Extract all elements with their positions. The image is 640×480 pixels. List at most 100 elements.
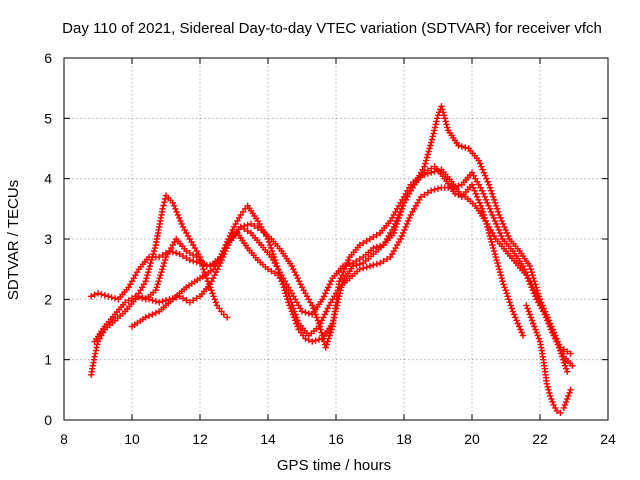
data-point-fill — [210, 260, 217, 268]
data-point-fill — [173, 249, 180, 257]
data-point-fill — [229, 226, 236, 234]
data-point-fill — [424, 170, 431, 177]
data-point-fill — [391, 220, 399, 228]
data-point-fill — [476, 160, 484, 167]
data-point-fill — [151, 244, 159, 252]
data-point-fill — [291, 308, 298, 315]
data-point — [142, 278, 149, 285]
data-point-fill — [421, 171, 428, 178]
y-tick-label: 4 — [44, 171, 52, 187]
data-point-fill — [424, 189, 431, 196]
data-point-fill — [149, 311, 156, 318]
data-point-fill — [169, 295, 176, 302]
data-point-fill — [503, 229, 511, 237]
data-point-fill — [426, 145, 433, 152]
data-point — [122, 299, 129, 306]
axis-ticks — [63, 57, 609, 421]
data-point-fill — [320, 314, 327, 321]
data-point-fill — [143, 275, 150, 282]
data-point-fill — [305, 310, 312, 317]
data-point-fill — [101, 292, 108, 299]
data-point-fill — [327, 278, 335, 285]
data-point-fill — [221, 250, 228, 258]
data-point-fill — [471, 187, 478, 194]
data-point — [105, 293, 112, 300]
data-point-fill — [513, 317, 520, 324]
data-point-fill — [405, 217, 412, 225]
data-point-fill — [439, 106, 446, 113]
data-point-fill — [485, 226, 492, 234]
data-point — [186, 299, 193, 306]
data-point-fill — [177, 217, 184, 225]
data-point-fill — [149, 297, 156, 304]
data-point-fill — [394, 214, 401, 222]
data-point-fill — [421, 191, 428, 198]
data-point-fill — [147, 259, 154, 267]
data-point-fill — [251, 222, 258, 230]
data-point-fill — [536, 299, 543, 306]
data-point-fill — [483, 220, 490, 228]
data-point — [176, 293, 183, 300]
data-point-fill — [208, 278, 215, 285]
data-point-fill — [496, 269, 504, 276]
data-point-fill — [321, 311, 328, 318]
data-point-fill — [494, 259, 501, 267]
data-point-fill — [491, 250, 499, 258]
data-point-fill — [488, 190, 496, 197]
data-point-fill — [434, 115, 441, 122]
data-point — [156, 253, 163, 261]
data-point-fill — [532, 326, 539, 333]
data-point-fill — [505, 296, 512, 303]
data-point-fill — [535, 296, 542, 303]
data-point-fill — [219, 253, 227, 261]
data-point-fill — [439, 109, 447, 116]
data-point — [166, 296, 173, 303]
data-point — [356, 266, 363, 273]
data-point-fill — [495, 226, 502, 234]
data-point-fill — [431, 127, 438, 134]
data-point — [366, 235, 374, 243]
data-point-fill — [226, 238, 233, 246]
data-point-fill — [510, 311, 518, 318]
data-point-fill — [506, 299, 513, 306]
y-tick-label: 2 — [44, 291, 52, 307]
data-point-fill — [212, 299, 220, 306]
data-point — [567, 350, 574, 357]
data-point-fill — [501, 223, 508, 231]
data-point-fill — [491, 199, 499, 206]
data-point-fill — [470, 184, 477, 191]
data-point-fill — [462, 144, 469, 151]
data-point-fill — [473, 193, 481, 200]
data-point — [336, 278, 343, 285]
data-point-fill — [152, 298, 159, 305]
data-point-fill — [323, 308, 330, 315]
data-point — [434, 112, 442, 119]
data-point-fill — [266, 241, 274, 249]
data-point-fill — [274, 262, 281, 270]
data-point-fill — [268, 247, 276, 255]
data-point-fill — [486, 205, 494, 212]
data-point — [499, 278, 506, 285]
data-point-fill — [492, 202, 500, 209]
data-point-fill — [210, 293, 217, 300]
data-point-fill — [493, 220, 500, 228]
data-point-fill — [275, 269, 283, 276]
data-point-fill — [545, 320, 552, 327]
x-tick-label: 22 — [532, 431, 548, 447]
data-point-fill — [565, 392, 572, 400]
data-point-fill — [549, 329, 556, 336]
data-point — [366, 262, 374, 270]
data-point — [421, 163, 428, 170]
data-point-fill — [545, 386, 552, 393]
data-point-fill — [161, 256, 169, 264]
data-point-fill — [524, 272, 531, 279]
data-point-fill — [406, 214, 413, 222]
data-point-fill — [548, 395, 555, 403]
data-point-fill — [293, 314, 300, 321]
data-point-fill — [499, 220, 507, 228]
data-point-fill — [424, 151, 431, 158]
data-point-fill — [444, 124, 451, 131]
data-point-fill — [528, 269, 535, 276]
data-point-fill — [524, 305, 531, 312]
data-point-fill — [146, 263, 153, 270]
